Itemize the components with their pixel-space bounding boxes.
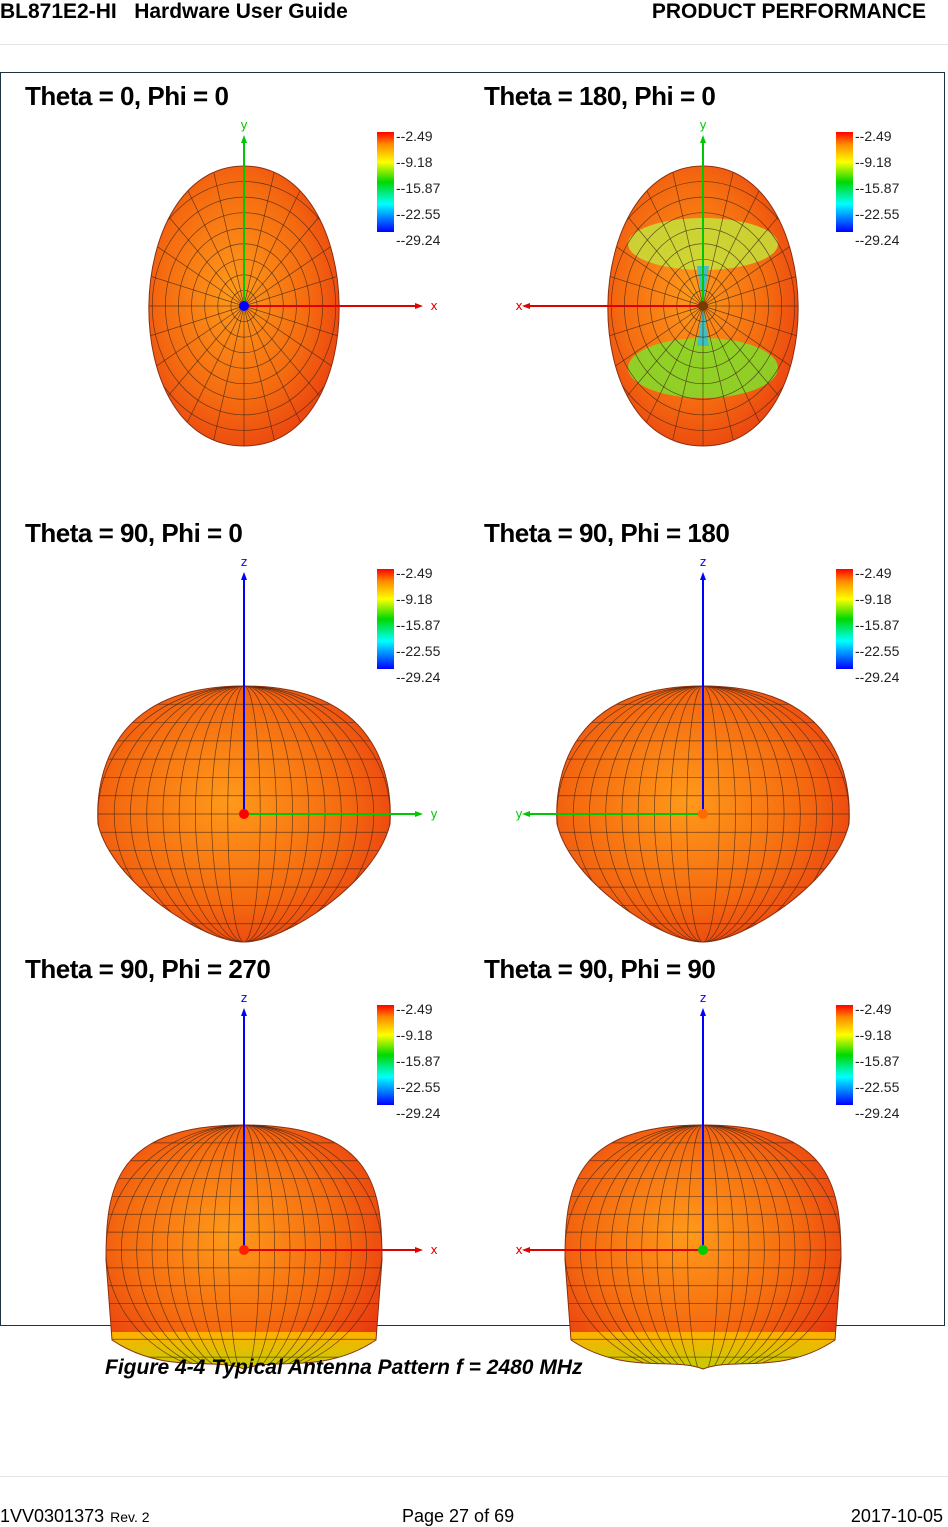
footer-divider [0, 1476, 948, 1477]
pattern-panel: Theta = 90, Phi = 0 z y --2.49 --9.18 --15.87… [1, 510, 461, 946]
color-scale-tick: --29.24 [396, 669, 441, 685]
horizontal-axis-label: x [430, 1243, 437, 1257]
panel-title: Theta = 90, Phi = 270 [25, 954, 271, 984]
figure-caption: Figure 4-4 Typical Antenna Pattern f = 2… [105, 1356, 583, 1379]
color-scale-tick: --29.24 [396, 232, 441, 248]
section-title: PRODUCT PERFORMANCE [651, 0, 926, 23]
vertical-axis-label: y [240, 118, 247, 132]
pattern-panel: Theta = 90, Phi = 270 z x --2.49 --9.18 --15.… [1, 946, 461, 1382]
color-scale-bar [377, 569, 394, 669]
color-scale-tick: --15.87 [396, 1053, 441, 1069]
color-scale-legend: --2.49 --9.18 --15.87 --22.55 --29.24 [377, 128, 457, 248]
pattern-panel: Theta = 180, Phi = 0 y x --2.49 --9.18 --15.8… [460, 73, 920, 509]
color-scale-bar [377, 132, 394, 232]
color-scale-tick: --15.87 [396, 180, 441, 196]
panel-title: Theta = 180, Phi = 0 [484, 81, 716, 111]
color-scale-tick: --2.49 [396, 128, 433, 144]
pattern-panel: Theta = 90, Phi = 90 z x --2.49 --9.18 --15.8… [460, 946, 920, 1382]
horizontal-axis-label: x [515, 1243, 522, 1257]
pattern-panel: Theta = 0, Phi = 0 y x --2.49 --9.18 --15.87-… [1, 73, 461, 509]
color-scale-tick: --2.49 [396, 1001, 433, 1017]
color-scale-tick: --22.55 [396, 643, 441, 659]
color-scale-legend: --2.49 --9.18 --15.87 --22.55 --29.24 [836, 565, 916, 685]
radiation-pattern-plot: zx [105, 991, 438, 1370]
radiation-pattern-plot: yx [515, 118, 799, 447]
color-scale-tick: --22.55 [855, 1079, 900, 1095]
color-scale-tick: --22.55 [855, 643, 900, 659]
color-scale-tick: --2.49 [855, 565, 892, 581]
color-scale-tick: --9.18 [855, 154, 892, 170]
color-scale-bar [836, 132, 853, 232]
color-scale-tick: --9.18 [855, 1027, 892, 1043]
horizontal-axis-label: y [430, 807, 437, 821]
vertical-axis-label: z [700, 991, 706, 1005]
color-scale-tick: --29.24 [855, 669, 900, 685]
vertical-axis-label: z [700, 555, 706, 569]
radiation-pattern-plot: zy [97, 555, 438, 943]
color-scale-tick: --15.87 [855, 180, 900, 196]
panel-title: Theta = 90, Phi = 180 [484, 518, 730, 548]
color-scale-bar [836, 569, 853, 669]
color-scale-legend: --2.49 --9.18 --15.87 --22.55 --29.24 [836, 128, 916, 248]
revision-label: Rev. 2 [110, 1509, 150, 1525]
panel-title: Theta = 90, Phi = 0 [25, 518, 243, 548]
color-scale-tick: --15.87 [855, 617, 900, 633]
color-scale-tick: --15.87 [855, 1053, 900, 1069]
color-scale-legend: --2.49 --9.18 --15.87 --22.55 --29.24 [377, 565, 457, 685]
radiation-pattern-plot: yx [148, 118, 438, 447]
vertical-axis-label: z [241, 555, 247, 569]
color-scale-tick: --9.18 [396, 591, 433, 607]
color-scale-tick: --9.18 [855, 591, 892, 607]
antenna-pattern-figure: Theta = 0, Phi = 0 y x --2.49 --9.18 --15.87-… [0, 72, 945, 1370]
color-scale-tick: --15.87 [396, 617, 441, 633]
panel-title: Theta = 90, Phi = 90 [484, 954, 716, 984]
pattern-panel: Theta = 90, Phi = 180 z y --2.49 --9.18 --15.… [460, 510, 920, 946]
vertical-axis-label: y [699, 118, 706, 132]
color-scale-tick: --22.55 [855, 206, 900, 222]
panel-title: Theta = 0, Phi = 0 [25, 81, 229, 111]
document-title: BL871E2-HI Hardware User Guide [0, 0, 348, 23]
document-number: 1VV0301373 Rev. 2 [0, 1506, 150, 1526]
color-scale-tick: --9.18 [396, 154, 433, 170]
radiation-pattern-plot: zx [515, 991, 842, 1370]
page-number: Page 27 of 69 [402, 1506, 515, 1526]
color-scale-tick: --2.49 [855, 1001, 892, 1017]
color-scale-tick: --29.24 [855, 1105, 900, 1121]
color-scale-tick: --29.24 [855, 232, 900, 248]
radiation-pattern-plot: zy [515, 555, 850, 943]
vertical-axis-label: z [241, 991, 247, 1005]
color-scale-tick: --22.55 [396, 1079, 441, 1095]
color-scale-tick: --9.18 [396, 1027, 433, 1043]
color-scale-tick: --2.49 [396, 565, 433, 581]
color-scale-bar [377, 1005, 394, 1105]
color-scale-tick: --2.49 [855, 128, 892, 144]
horizontal-axis-label: y [515, 807, 522, 821]
color-scale-legend: --2.49 --9.18 --15.87 --22.55 --29.24 [836, 1001, 916, 1121]
color-scale-legend: --2.49 --9.18 --15.87 --22.55 --29.24 [377, 1001, 457, 1121]
document-date: 2017-10-05 [850, 1506, 943, 1526]
horizontal-axis-label: x [430, 299, 437, 313]
color-scale-tick: --22.55 [396, 206, 441, 222]
color-scale-tick: --29.24 [396, 1105, 441, 1121]
color-scale-bar [836, 1005, 853, 1105]
header-divider [0, 44, 948, 45]
horizontal-axis-label: x [515, 299, 522, 313]
